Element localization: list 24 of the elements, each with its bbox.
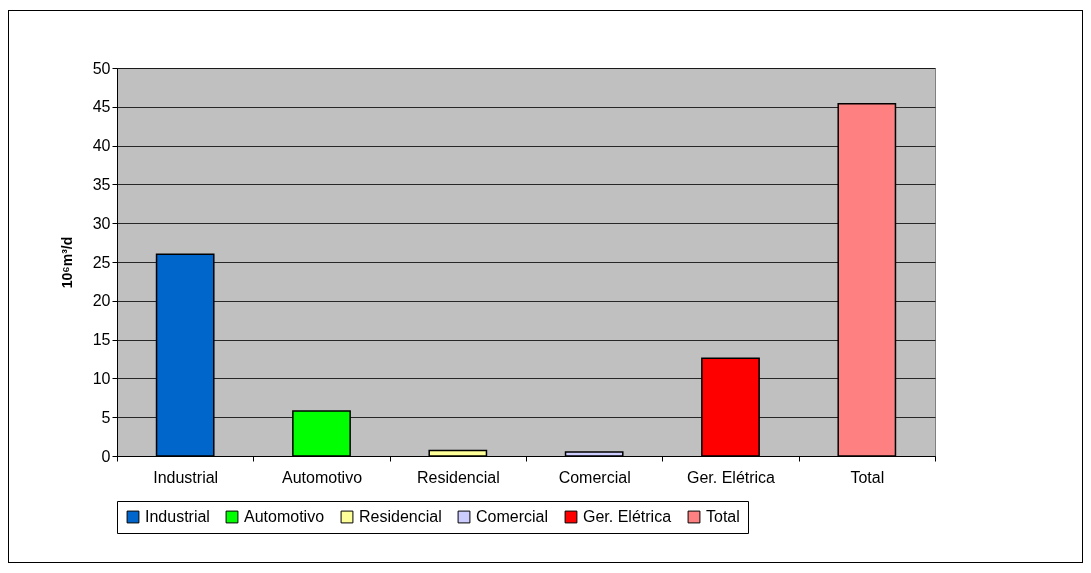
y-tick-label: 35 xyxy=(92,175,111,193)
legend-label: Comercial xyxy=(476,508,549,525)
x-tick-label: Comercial xyxy=(558,468,631,486)
y-tick-label: 20 xyxy=(92,292,111,310)
y-tick-label: 40 xyxy=(92,137,111,155)
y-tick-label: 0 xyxy=(101,447,111,465)
x-tick-label: Residencial xyxy=(416,468,500,486)
x-tick-label: Automotivo xyxy=(281,468,363,486)
x-tick-label: Ger. Elétrica xyxy=(686,468,776,486)
legend-label: Total xyxy=(706,508,740,525)
x-tick-label: Industrial xyxy=(153,468,219,486)
y-tick-label: 45 xyxy=(92,98,111,116)
x-tick-label: Total xyxy=(850,468,885,486)
legend-label: Ger. Elétrica xyxy=(583,508,672,525)
y-tick-label: 10 xyxy=(92,369,111,387)
y-tick-label: 15 xyxy=(92,331,111,349)
y-axis-title: 10⁶m³/d xyxy=(58,236,75,289)
y-tick-label: 25 xyxy=(92,253,111,271)
y-tick-label: 50 xyxy=(92,59,111,77)
legend-label: Industrial xyxy=(145,508,210,525)
y-tick-label: 5 xyxy=(101,408,111,426)
legend-label: Automotivo xyxy=(244,508,325,525)
y-tick-label: 30 xyxy=(92,214,111,232)
legend-label: Residencial xyxy=(359,508,442,525)
